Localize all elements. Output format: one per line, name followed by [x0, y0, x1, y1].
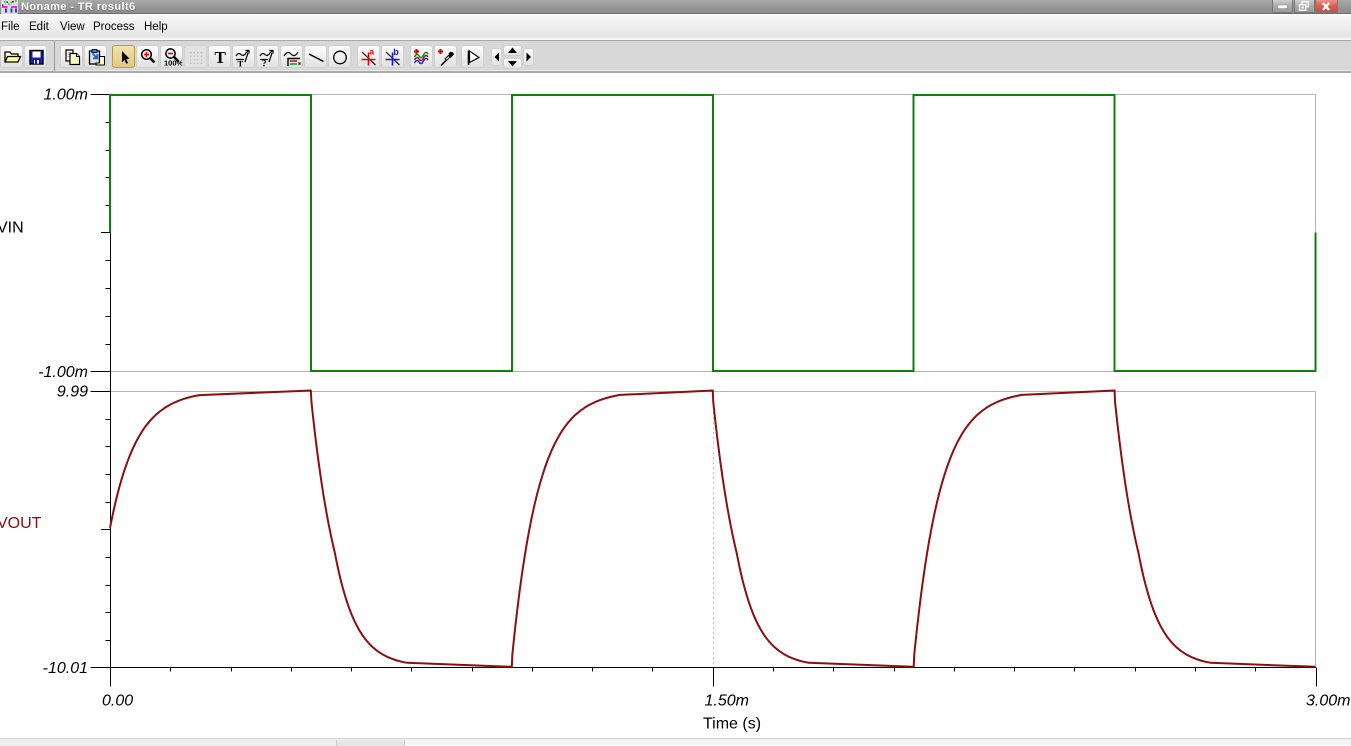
svg-text:1.50m: 1.50m — [705, 693, 749, 710]
svg-text:T: T — [215, 48, 227, 67]
svg-text:0.00: 0.00 — [102, 693, 133, 710]
svg-text:Time (s): Time (s) — [703, 716, 761, 733]
svg-text:b: b — [393, 48, 399, 57]
svg-text:VOUT: VOUT — [0, 515, 42, 532]
svg-text:-10.01: -10.01 — [43, 660, 88, 677]
svg-text:T: T — [237, 58, 243, 67]
svg-text:100%: 100% — [164, 58, 182, 67]
svg-text:1.00m: 1.00m — [44, 87, 88, 104]
svg-text:9.99: 9.99 — [57, 384, 88, 401]
svg-text:a: a — [369, 48, 374, 57]
svg-text:VIN: VIN — [0, 219, 24, 236]
svg-text:3.00m: 3.00m — [1306, 693, 1350, 710]
svg-text:?: ? — [262, 58, 267, 67]
svg-text:-1.00m: -1.00m — [38, 364, 88, 381]
